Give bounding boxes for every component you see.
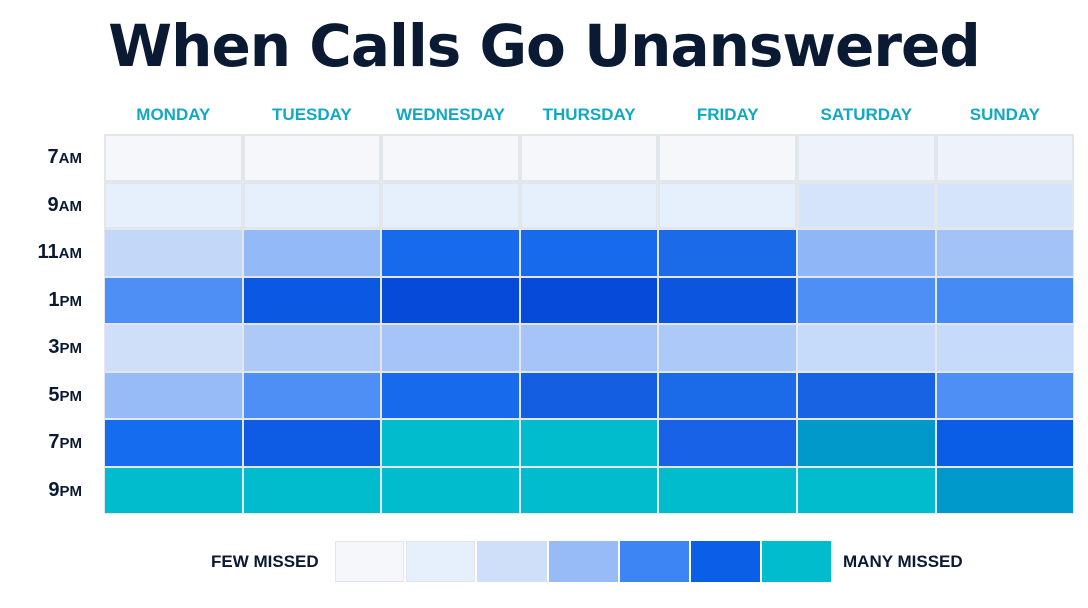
heatmap-cell-thursday-7 <box>520 467 658 513</box>
row-label-hour: 9 <box>48 478 60 501</box>
legend-swatch-0 <box>335 541 405 582</box>
heatmap-cell-saturday-1 <box>798 182 935 228</box>
row-label-suffix: PM <box>59 482 83 500</box>
heatmap-cell-tuesday-6 <box>243 420 381 466</box>
heatmap-cell-friday-6 <box>659 420 796 466</box>
heatmap-cell-thursday-2 <box>520 230 658 276</box>
heatmap-cell-wednesday-3 <box>382 277 519 323</box>
row-label-hour: 9 <box>47 193 59 216</box>
heatmap-cell-sunday-6 <box>936 420 1074 466</box>
legend-swatch-2 <box>477 541 547 582</box>
heatmap-cell-saturday-3 <box>798 277 935 323</box>
column-label-friday: FRIDAY <box>696 105 759 124</box>
column-label-sunday: SUNDAY <box>969 105 1040 124</box>
heatmap-cell-monday-0 <box>105 135 242 181</box>
row-label-suffix: AM <box>58 150 82 167</box>
heatmap-cell-friday-1 <box>659 182 796 228</box>
heatmap-cell-tuesday-4 <box>243 325 381 371</box>
legend-low-label: FEW MISSED <box>211 552 319 571</box>
heatmap-cell-tuesday-2 <box>243 230 381 276</box>
heatmap-cell-tuesday-5 <box>243 372 381 418</box>
heatmap-cell-thursday-6 <box>520 420 658 466</box>
legend-swatch-5 <box>691 541 761 582</box>
legend-high-label: MANY MISSED <box>843 552 963 571</box>
column-label-tuesday: TUESDAY <box>272 105 352 124</box>
heatmap-cell-saturday-2 <box>798 230 935 276</box>
row-label-hour: 3 <box>48 336 60 358</box>
heatmap-cell-monday-2 <box>105 230 242 276</box>
row-label: 3PM <box>0 324 82 372</box>
heatmap-cell-wednesday-4 <box>382 325 519 371</box>
heatmap-cell-monday-7 <box>105 467 242 513</box>
legend-swatch-6 <box>762 541 832 582</box>
heatmap-cell-thursday-1 <box>520 182 658 228</box>
heatmap-cell-tuesday-7 <box>243 467 381 513</box>
row-label: 7PM <box>0 419 82 467</box>
heatmap-cell-saturday-0 <box>798 135 935 181</box>
heatmap-cell-monday-3 <box>105 277 242 323</box>
heatmap-cell-wednesday-1 <box>382 182 519 228</box>
heatmap-cell-tuesday-1 <box>243 182 381 228</box>
heatmap-cell-sunday-5 <box>936 372 1074 418</box>
heatmap-cell-friday-5 <box>659 372 796 418</box>
heatmap-cell-saturday-6 <box>798 420 935 466</box>
heatmap-cell-wednesday-6 <box>382 420 519 466</box>
heatmap-cell-sunday-7 <box>936 467 1074 513</box>
heatmap-cell-thursday-5 <box>520 372 658 418</box>
row-label-suffix: PM <box>59 292 83 310</box>
row-label-hour: 11 <box>37 241 59 263</box>
column-label-saturday: SATURDAY <box>820 105 913 124</box>
row-label-hour: 1 <box>48 288 60 311</box>
row-label-suffix: PM <box>59 340 83 357</box>
heatmap-cell-sunday-0 <box>936 135 1074 181</box>
row-label-hour: 7 <box>48 431 60 453</box>
heatmap-cell-tuesday-0 <box>243 135 381 181</box>
heatmap-cell-friday-7 <box>659 467 796 513</box>
chart-title: When Calls Go Unanswered <box>108 12 981 80</box>
heatmap-cell-monday-1 <box>105 182 242 228</box>
heatmap-cell-wednesday-5 <box>382 372 519 418</box>
row-label-hour: 7 <box>47 146 59 168</box>
legend-swatch-4 <box>619 541 689 582</box>
heatmap-cell-monday-5 <box>105 372 242 418</box>
heatmap-cell-monday-6 <box>105 420 242 466</box>
row-label: 5PM <box>0 372 82 420</box>
heatmap-cell-friday-2 <box>659 230 796 276</box>
heatmap-cell-sunday-1 <box>936 182 1074 228</box>
column-label-wednesday: WEDNESDAY <box>396 105 505 124</box>
heatmap-cell-saturday-5 <box>798 372 935 418</box>
heatmap-cell-saturday-4 <box>798 325 935 371</box>
legend-swatch-1 <box>406 541 476 582</box>
heatmap-cell-wednesday-0 <box>382 135 519 181</box>
heatmap-cell-sunday-4 <box>936 325 1074 371</box>
heatmap-cell-monday-4 <box>105 325 242 371</box>
row-label: 7AM <box>0 134 82 182</box>
heatmap-cell-saturday-7 <box>798 467 935 513</box>
heatmap-cell-thursday-3 <box>520 277 658 323</box>
row-label-suffix: PM <box>59 435 83 452</box>
legend-swatch-3 <box>548 541 618 582</box>
heatmap-cell-thursday-0 <box>520 135 658 181</box>
column-label-monday: MONDAY <box>136 105 211 124</box>
heatmap-cell-tuesday-3 <box>243 277 381 323</box>
row-label-suffix: PM <box>59 387 83 405</box>
row-label-suffix: AM <box>58 245 82 262</box>
row-label: 11AM <box>0 229 82 277</box>
column-label-thursday: THURSDAY <box>542 105 636 124</box>
row-label-hour: 5 <box>48 383 60 406</box>
row-label-suffix: AM <box>58 197 82 215</box>
row-label: 1PM <box>0 277 82 325</box>
heatmap-cell-friday-0 <box>659 135 796 181</box>
row-label: 9PM <box>0 467 82 515</box>
heatmap-cell-sunday-2 <box>936 230 1074 276</box>
heatmap-cell-friday-3 <box>659 277 796 323</box>
heatmap-cell-wednesday-2 <box>382 230 519 276</box>
heatmap-cell-sunday-3 <box>936 277 1074 323</box>
heatmap-cell-thursday-4 <box>520 325 658 371</box>
row-label: 9AM <box>0 182 82 230</box>
heatmap-cell-wednesday-7 <box>382 467 519 513</box>
heatmap-cell-friday-4 <box>659 325 796 371</box>
